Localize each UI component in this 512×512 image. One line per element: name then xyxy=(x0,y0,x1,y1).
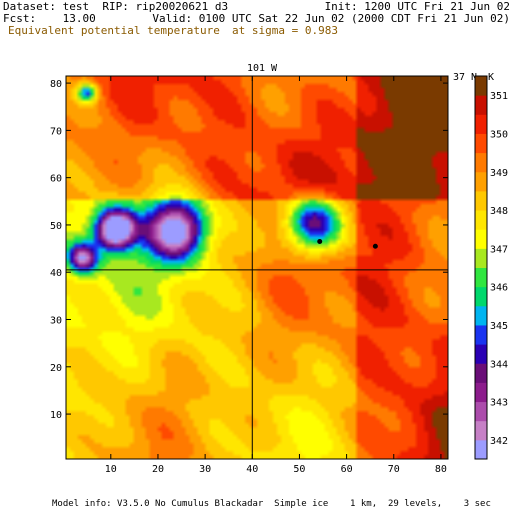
colorbar-swatch xyxy=(475,248,487,268)
colorbar-swatch xyxy=(475,133,487,154)
sigma-level-label: at sigma = 0.983 xyxy=(232,24,338,37)
colorbar-label: 343 xyxy=(490,398,508,409)
colorbar-label: 348 xyxy=(490,206,508,217)
y-tick-label: 40 xyxy=(50,268,62,279)
colorbar-swatch xyxy=(475,229,487,249)
colorbar-label: 349 xyxy=(490,168,508,179)
meridian-label: 101 W xyxy=(247,63,278,74)
y-tick-label: 80 xyxy=(50,79,62,90)
y-tick-label: 20 xyxy=(50,363,62,374)
valid-time-label: Valid: 0100 UTC Sat 22 Jun 02 (2000 CDT … xyxy=(152,12,510,25)
colorbar-label: 345 xyxy=(490,321,508,332)
y-axis: 10 20 30 40 50 60 70 80 xyxy=(50,79,448,421)
field-name-label: Equivalent potential temperature xyxy=(8,24,220,37)
model-info-footer: Model info: V3.5.0 No Cumulus Blackadar … xyxy=(52,499,491,509)
colorbar-label: 347 xyxy=(490,244,508,255)
colorbar-swatch xyxy=(475,324,487,345)
x-tick-label: 10 xyxy=(105,464,117,475)
y-tick-label: 30 xyxy=(50,316,62,327)
x-tick-label: 20 xyxy=(152,464,164,475)
colorbar-label: 344 xyxy=(490,359,508,370)
colorbar-labels: 342 343 344 345 346 347 348 349 350 351 xyxy=(490,91,508,447)
station-markers xyxy=(317,238,378,249)
colorbar-label: 342 xyxy=(490,436,508,447)
colorbar-swatch xyxy=(475,76,487,96)
colorbar xyxy=(474,75,488,460)
plot-frame xyxy=(65,75,449,460)
x-axis: 10 20 30 40 50 60 70 80 xyxy=(105,76,447,475)
colorbar-swatch xyxy=(475,95,487,115)
colorbar-swatch xyxy=(475,210,487,230)
station-marker-2 xyxy=(372,243,378,249)
colorbar-swatch xyxy=(475,305,487,326)
y-tick-label: 70 xyxy=(50,126,62,137)
y-tick-label: 60 xyxy=(50,174,62,185)
x-tick-label: 30 xyxy=(199,464,211,475)
x-tick-label: 60 xyxy=(341,464,353,475)
colorbar-swatch xyxy=(475,401,487,422)
colorbar-swatch xyxy=(475,344,487,364)
colorbar-label: 350 xyxy=(490,129,508,140)
x-tick-label: 40 xyxy=(246,464,258,475)
y-tick-label: 50 xyxy=(50,221,62,232)
colorbar-swatch xyxy=(475,420,487,441)
colorbar-swatch xyxy=(475,152,487,173)
colorbar-label: 346 xyxy=(490,283,508,294)
colorbar-swatch xyxy=(475,439,487,460)
init-time-label: Init: 1200 UTC Fri 21 Jun 02 xyxy=(324,0,510,13)
colorbar-swatch xyxy=(475,286,487,307)
station-marker-1 xyxy=(317,238,323,244)
colorbar-swatch xyxy=(475,363,487,383)
map-reference-lines xyxy=(66,76,448,459)
colorbar-label: 351 xyxy=(490,91,508,102)
dataset-label: Dataset: test RIP: rip20020621 d3 xyxy=(3,0,229,13)
colorbar-swatch xyxy=(475,171,487,192)
forecast-hour-label: Fcst: 13.00 xyxy=(3,12,96,25)
x-tick-label: 50 xyxy=(293,464,305,475)
colorbar-swatch xyxy=(475,114,487,134)
colorbar-swatch xyxy=(475,190,487,211)
parallel-label: 37 N xyxy=(453,72,477,83)
x-tick-label: 70 xyxy=(388,464,400,475)
colorbar-unit: K xyxy=(488,72,494,83)
heatmap-field xyxy=(66,76,448,459)
colorbar-frame xyxy=(474,75,488,460)
colorbar-swatch xyxy=(475,267,487,288)
x-tick-label: 80 xyxy=(435,464,447,475)
colorbar-swatch xyxy=(475,382,487,403)
y-tick-label: 10 xyxy=(50,410,62,421)
